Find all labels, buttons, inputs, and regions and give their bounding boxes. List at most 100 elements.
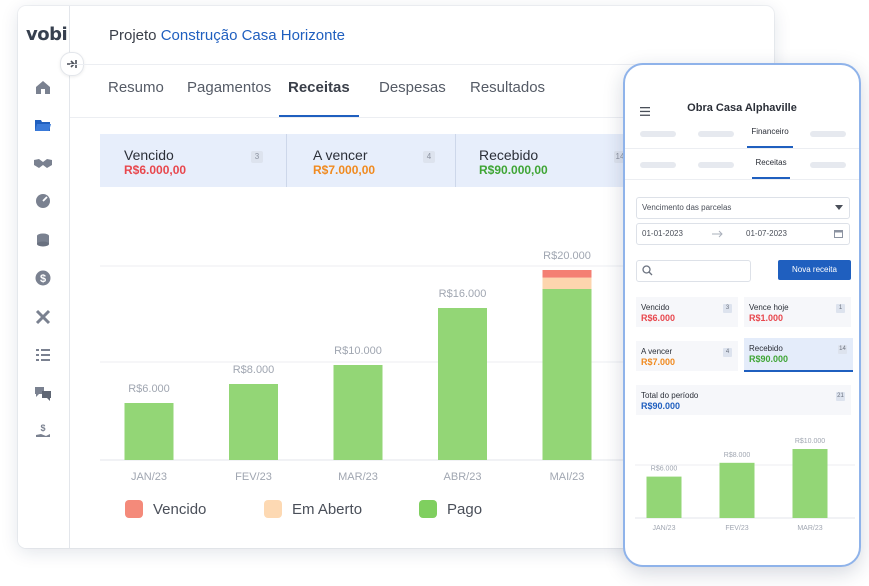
x-tick-label: JAN/23 — [653, 525, 676, 532]
arrow-right-icon — [712, 230, 723, 238]
tab-placeholder[interactable] — [698, 162, 734, 168]
bar-pago — [229, 384, 278, 460]
menu-icon[interactable] — [640, 103, 650, 121]
card-count: 3 — [723, 304, 732, 313]
folder-icon[interactable] — [32, 114, 54, 136]
status-value: R$7.000,00 — [313, 163, 376, 177]
project-title: Projeto Construção Casa Horizonte — [109, 27, 345, 44]
bar-pago — [542, 289, 592, 460]
divider — [455, 134, 456, 187]
search-input[interactable] — [636, 260, 751, 282]
data-label: R$10.000 — [334, 345, 382, 357]
card-count: 4 — [723, 348, 732, 357]
new-receita-button[interactable]: Nova receita — [778, 260, 851, 280]
chat-icon[interactable] — [32, 382, 54, 404]
tab-placeholder[interactable] — [698, 131, 734, 137]
bar-pago — [719, 462, 755, 518]
tab-resumo[interactable]: Resumo — [108, 79, 164, 96]
phone-card-vencido[interactable]: Vencido R$6.000 3 — [636, 297, 738, 327]
card-count: 21 — [836, 392, 845, 401]
divider — [286, 134, 287, 187]
bar-pago — [333, 365, 383, 460]
tab-placeholder[interactable] — [810, 162, 846, 168]
card-count: 14 — [838, 345, 847, 354]
data-label: R$6.000 — [128, 383, 170, 395]
legend-label: Vencido — [153, 500, 207, 518]
status-count: 4 — [423, 151, 435, 163]
card-label: A vencer — [641, 347, 673, 356]
tab-placeholder[interactable] — [640, 162, 676, 168]
card-count: 1 — [836, 304, 845, 313]
data-label: R$20.000 — [543, 250, 591, 262]
project-name-link[interactable]: Construção Casa Horizonte — [160, 27, 345, 44]
card-label: Total do período — [641, 391, 699, 400]
tab-placeholder[interactable] — [640, 131, 676, 137]
x-tick-label: FEV/23 — [725, 525, 748, 532]
x-tick-label: MAI/23 — [550, 471, 585, 483]
data-label: R$10.000 — [795, 438, 825, 445]
legend-label: Pago — [447, 500, 483, 518]
phone-tab-financeiro[interactable]: Financeiro — [747, 118, 793, 148]
phone-card-total[interactable]: Total do período R$90.000 21 — [636, 385, 851, 415]
tools-icon[interactable] — [32, 306, 54, 328]
phone-bar-chart: R$6.000 JAN/23 R$8.000 FEV/23 R$10.000 MAR/23 — [635, 438, 855, 532]
status-label: Recebido — [479, 147, 539, 163]
bar-pago — [124, 403, 174, 460]
phone-top-tabs: Financeiro — [625, 118, 859, 149]
legend-item-em-aberto: Em Aberto — [264, 500, 362, 518]
list-icon[interactable] — [32, 344, 54, 366]
status-value: R$6.000,00 — [124, 163, 187, 177]
tab-placeholder[interactable] — [810, 131, 846, 137]
card-value: R$7.000 — [641, 357, 676, 367]
card-label: Vence hoje — [749, 303, 789, 312]
calendar-icon — [834, 230, 843, 238]
bar-pago — [792, 449, 828, 518]
legend-item-vencido: Vencido — [125, 500, 206, 518]
chart-legend: Vencido Em Aberto Pago — [125, 500, 545, 520]
coins-icon[interactable] — [32, 229, 54, 251]
legend-swatch — [264, 500, 282, 518]
x-tick-label: JAN/23 — [131, 471, 167, 483]
home-icon[interactable] — [32, 76, 54, 98]
tab-receitas[interactable]: Receitas — [279, 65, 359, 117]
data-label: R$8.000 — [724, 452, 751, 459]
due-date-select[interactable]: Vencimento das parcelas — [636, 197, 850, 219]
phone-title: Obra Casa Alphaville — [687, 102, 797, 114]
card-value: R$90.000 — [641, 401, 681, 411]
x-tick-label: MAR/23 — [797, 525, 822, 532]
legend-item-pago: Pago — [419, 500, 482, 518]
sidebar: vobi $ $ — [18, 6, 70, 548]
status-label: A vencer — [313, 147, 368, 163]
tab-resultados[interactable]: Resultados — [470, 79, 546, 96]
tab-pagamentos[interactable]: Pagamentos — [187, 79, 272, 96]
tab-bar: Resumo Pagamentos Receitas Despesas Resu… — [70, 64, 774, 118]
phone-sub-tabs: Receitas — [625, 149, 859, 180]
phone-tab-receitas[interactable]: Receitas — [752, 149, 790, 179]
dollar-icon[interactable]: $ — [32, 267, 54, 289]
logo: vobi — [26, 24, 68, 45]
date-to: 01-07-2023 — [746, 229, 787, 238]
legend-swatch — [419, 500, 437, 518]
phone-card-recebido[interactable]: Recebido R$90.000 14 — [744, 338, 853, 372]
money-hand-icon[interactable]: $ — [32, 420, 54, 442]
status-card-vencido[interactable]: Vencido R$6.000,00 3 — [100, 134, 286, 187]
gauge-icon[interactable] — [32, 190, 54, 212]
status-card-recebido[interactable]: Recebido R$90.000,00 14 — [455, 134, 660, 187]
bar-pago — [438, 308, 487, 460]
date-range-input[interactable]: 01-01-2023 01-07-2023 — [636, 223, 850, 245]
search-icon — [642, 265, 653, 276]
card-value: R$90.000 — [749, 354, 789, 364]
card-label: Vencido — [641, 303, 670, 312]
phone-card-vence-hoje[interactable]: Vence hoje R$1.000 1 — [744, 297, 851, 327]
phone-mockup: Obra Casa Alphaville Financeiro Receitas… — [623, 63, 861, 567]
data-label: R$6.000 — [651, 466, 678, 473]
data-label: R$16.000 — [439, 288, 487, 300]
legend-label: Em Aberto — [292, 500, 363, 518]
status-label: Vencido — [124, 147, 174, 163]
tab-despesas[interactable]: Despesas — [379, 79, 446, 96]
handshake-icon[interactable] — [32, 152, 54, 174]
phone-card-a-vencer[interactable]: A vencer R$7.000 4 — [636, 341, 738, 371]
select-value: Vencimento das parcelas — [642, 203, 732, 212]
status-card-a-vencer[interactable]: A vencer R$7.000,00 4 — [289, 134, 455, 187]
svg-text:$: $ — [40, 423, 45, 433]
